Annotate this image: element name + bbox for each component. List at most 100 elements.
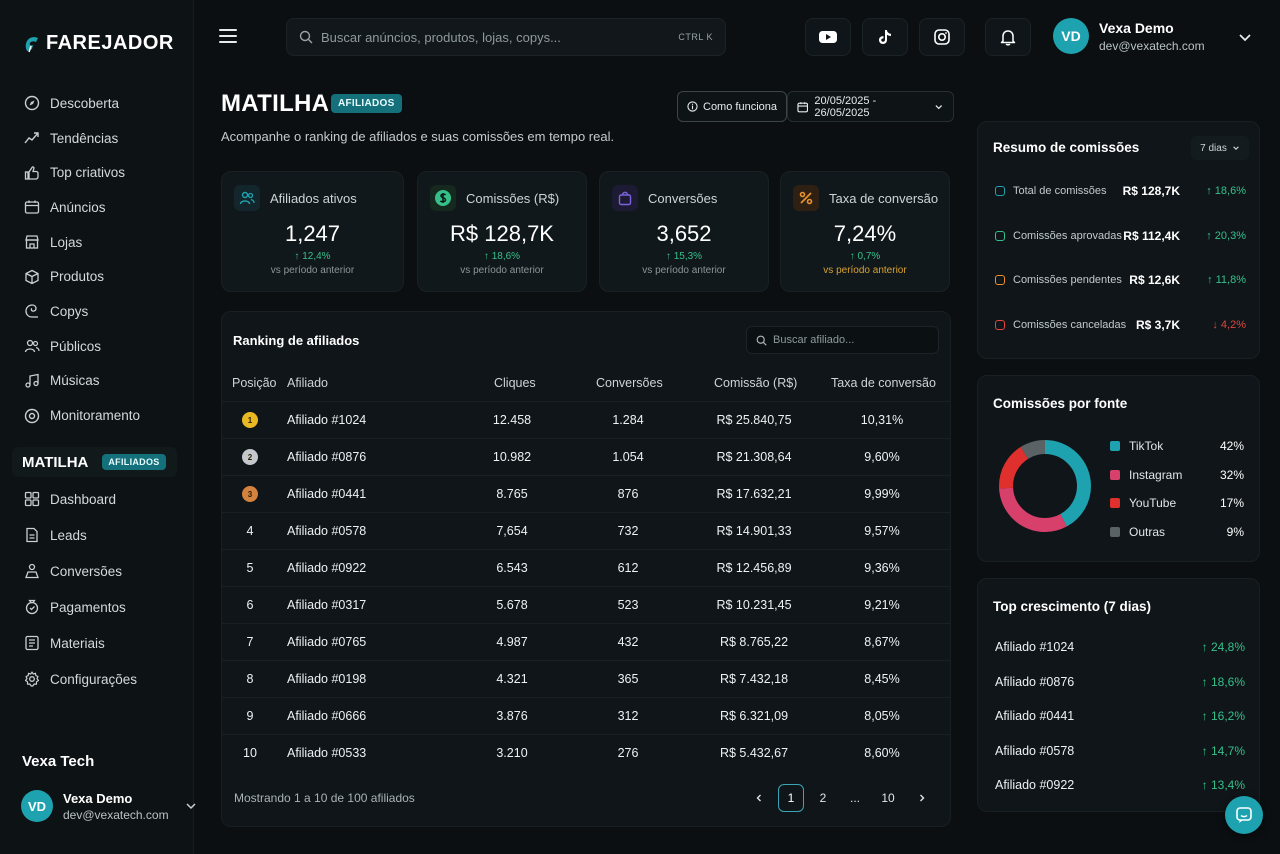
donut-slice-outras[interactable] — [999, 440, 1091, 532]
sidebar-item-configuracoes[interactable]: Configurações — [0, 661, 194, 697]
growth-row[interactable]: Afiliado #0441 ↑ 16,2% — [995, 706, 1245, 726]
rank-position: 10 — [243, 746, 257, 760]
search-input[interactable] — [321, 29, 671, 45]
sidebar-item-descoberta[interactable]: Descoberta — [0, 86, 194, 121]
sidebar-item-leads[interactable]: Leads — [0, 517, 194, 553]
youtube-icon — [819, 31, 837, 43]
sidebar-item-tendencias[interactable]: Tendências — [0, 121, 194, 156]
rank-medal: 2 — [242, 449, 258, 465]
sidebar-user[interactable]: VD Vexa Demo dev@vexatech.com — [21, 790, 197, 822]
next-page-button[interactable] — [909, 784, 935, 812]
growth-value: ↑ 16,2% — [1201, 709, 1245, 723]
sidebar-item-copys[interactable]: Copys — [0, 294, 194, 329]
col-affiliate[interactable]: Afiliado — [287, 376, 328, 390]
table-row[interactable]: 10 Afiliado #0533 3.210 276 R$ 5.432,67 8,60% — [222, 734, 950, 771]
page-10-button[interactable]: 10 — [881, 791, 895, 805]
sidebar-item-label: Materiais — [50, 635, 105, 651]
growth-name: Afiliado #0441 — [995, 709, 1075, 723]
legend-swatch — [1110, 498, 1120, 508]
chevron-down-icon[interactable] — [185, 800, 197, 812]
materials-icon — [25, 635, 39, 651]
notifications-button[interactable] — [985, 18, 1031, 56]
instagram-button[interactable] — [919, 18, 965, 56]
period-select[interactable]: 7 dias — [1191, 136, 1249, 160]
table-row[interactable]: 3 Afiliado #0441 8.765 876 R$ 17.632,21 9,99% — [222, 475, 950, 512]
kpi-icon — [793, 185, 819, 211]
sidebar-item-musicas[interactable]: Músicas — [0, 364, 194, 399]
summary-row: Comissões canceladas R$ 3,7K ↓ 4,2% — [993, 316, 1246, 336]
col-position[interactable]: Posição — [232, 376, 277, 390]
trend-icon — [24, 132, 39, 144]
page-1-button[interactable]: 1 — [778, 784, 804, 812]
clicks-value: 3.876 — [496, 709, 528, 723]
sidebar-item-lojas[interactable]: Lojas — [0, 225, 194, 260]
legend-item: TikTok 42% — [1108, 436, 1244, 456]
sidebar-item-monitoramento[interactable]: Monitoramento — [0, 398, 194, 433]
youtube-button[interactable] — [805, 18, 851, 56]
sidebar-item-dashboard[interactable]: Dashboard — [0, 481, 194, 517]
kpi-card: Comissões (R$) R$ 128,7K ↑ 18,6% vs período… — [417, 171, 587, 292]
sidebar-item-label: Conversões — [50, 563, 123, 579]
table-row[interactable]: 2 Afiliado #0876 10.982 1.054 R$ 21.308,64 9,… — [222, 438, 950, 475]
commission-value: R$ 25.840,75 — [716, 413, 792, 427]
sidebar-item-label: Dashboard — [50, 491, 117, 507]
affiliate-name: Afiliado #0317 — [287, 598, 367, 612]
kpi-label: Conversões — [648, 191, 718, 206]
col-clicks[interactable]: Cliques — [494, 376, 536, 390]
commission-value: R$ 10.231,45 — [716, 598, 792, 612]
table-row[interactable]: 7 Afiliado #0765 4.987 432 R$ 8.765,22 8,67% — [222, 623, 950, 660]
affiliate-search-input[interactable] — [773, 334, 929, 346]
kpi-card: Conversões 3,652 ↑ 15,3% vs período anterio… — [599, 171, 769, 292]
user-email: dev@vexatech.com — [63, 807, 169, 822]
rate-value: 8,60% — [864, 746, 900, 760]
kpi-value: 1,247 — [284, 221, 341, 246]
section-matilha[interactable]: MATILHA AFILIADOS — [12, 447, 177, 477]
sidebar-item-pagamentos[interactable]: Pagamentos — [0, 589, 194, 625]
date-range-picker[interactable]: 20/05/2025 - 26/05/2025 — [787, 91, 954, 122]
table-row[interactable]: 1 Afiliado #1024 12.458 1.284 R$ 25.840,75 10… — [222, 401, 950, 438]
table-row[interactable]: 9 Afiliado #0666 3.876 312 R$ 6.321,09 8,05% — [222, 697, 950, 734]
menu-icon[interactable] — [219, 28, 237, 44]
brand-logo[interactable]: FAREJADOR — [24, 32, 174, 55]
tiktok-button[interactable] — [862, 18, 908, 56]
chevron-down-icon[interactable] — [1238, 30, 1252, 44]
growth-row[interactable]: Afiliado #0578 ↑ 14,7% — [995, 741, 1245, 761]
sidebar-item-anuncios[interactable]: Anúncios — [0, 190, 194, 225]
chat-button[interactable] — [1225, 796, 1263, 834]
summary-label: Comissões aprovadas — [1013, 229, 1122, 242]
kpi-icon — [612, 185, 638, 211]
sidebar-item-produtos[interactable]: Produtos — [0, 259, 194, 294]
table-row[interactable]: 8 Afiliado #0198 4.321 365 R$ 7.432,18 8,45% — [222, 660, 950, 697]
section-badge: AFILIADOS — [102, 454, 166, 470]
dashboard-icon — [24, 491, 40, 507]
donut-slice-youtube[interactable] — [999, 440, 1091, 532]
legend-item: Instagram 32% — [1108, 465, 1244, 485]
col-conversions[interactable]: Conversões — [596, 376, 663, 390]
legend-pct: 42% — [1219, 439, 1244, 453]
sidebar-item-materiais[interactable]: Materiais — [0, 625, 194, 661]
prev-page-button[interactable] — [746, 784, 772, 812]
affiliate-name: Afiliado #0198 — [287, 672, 367, 686]
table-row[interactable]: 5 Afiliado #0922 6.543 612 R$ 12.456,89 9,36% — [222, 549, 950, 586]
sidebar-item-publicos[interactable]: Públicos — [0, 329, 194, 364]
summary-label: Comissões pendentes — [1013, 274, 1122, 286]
growth-row[interactable]: Afiliado #0922 ↑ 13,4% — [995, 775, 1245, 795]
header-user[interactable]: VD Vexa Demo dev@vexatech.com — [1053, 18, 1205, 54]
table-row[interactable]: 6 Afiliado #0317 5.678 523 R$ 10.231,45 9,21% — [222, 586, 950, 623]
page-2-button[interactable]: 2 — [819, 791, 827, 805]
affiliate-search[interactable] — [746, 326, 939, 354]
table-row[interactable]: 4 Afiliado #0578 7,654 732 R$ 14.901,33 9,57% — [222, 512, 950, 549]
global-search[interactable]: CTRL K — [286, 18, 726, 56]
sidebar-item-conversoes[interactable]: Conversões — [0, 553, 194, 589]
col-commission[interactable]: Comissão (R$) — [714, 376, 798, 390]
growth-row[interactable]: Afiliado #1024 ↑ 24,8% — [995, 637, 1245, 657]
rank-position: 4 — [246, 524, 254, 538]
sidebar-item-top-criativos[interactable]: Top criativos — [0, 155, 194, 190]
how-it-works-button[interactable]: Como funciona — [677, 91, 787, 122]
col-rate[interactable]: Taxa de conversão — [831, 376, 936, 390]
growth-name: Afiliado #0922 — [995, 778, 1075, 792]
kpi-note: vs período anterior — [460, 265, 544, 276]
growth-row[interactable]: Afiliado #0876 ↑ 18,6% — [995, 672, 1245, 692]
rate-value: 9,57% — [864, 524, 900, 538]
donut-slice-instagram[interactable] — [999, 440, 1091, 532]
